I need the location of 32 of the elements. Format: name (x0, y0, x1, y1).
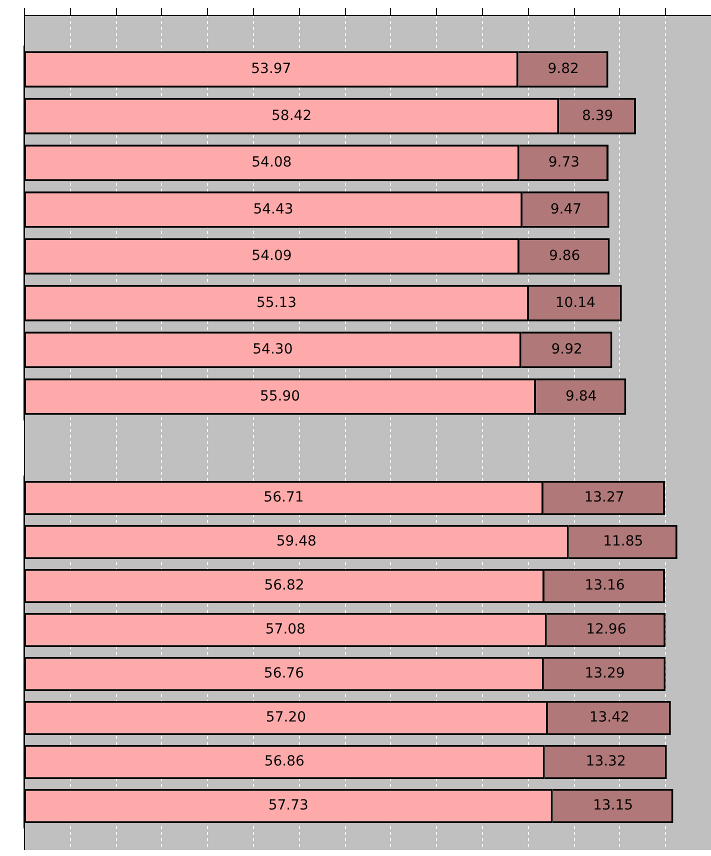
data-label: 9.92 (551, 342, 582, 358)
data-label: 54.43 (253, 201, 294, 218)
data-label: 9.86 (549, 248, 580, 264)
data-label: 9.73 (548, 154, 580, 171)
data-label: 53.97 (251, 61, 292, 78)
data-label: 8.39 (582, 108, 614, 124)
data-label: 13.29 (584, 666, 625, 682)
data-label: 12.96 (586, 622, 626, 638)
data-label: 13.42 (589, 710, 630, 726)
data-label: 57.20 (266, 710, 306, 726)
data-label: 56.71 (264, 490, 304, 506)
data-label: 58.42 (272, 108, 312, 124)
data-label: 13.15 (592, 798, 634, 814)
data-label: 13.32 (586, 754, 626, 770)
data-label: 9.84 (566, 388, 597, 404)
data-label: 54.09 (252, 248, 292, 264)
data-label: 11.85 (603, 534, 644, 550)
data-label: 59.48 (276, 534, 316, 550)
data-label: 54.08 (252, 154, 292, 171)
data-label: 9.82 (548, 61, 579, 78)
data-label: 10.14 (555, 294, 596, 311)
data-label: 55.13 (256, 294, 297, 311)
data-label: 57.08 (265, 622, 306, 638)
data-label: 13.16 (584, 578, 625, 594)
data-label: 57.73 (268, 798, 308, 814)
data-label: 56.82 (264, 578, 304, 594)
data-label: 54.30 (252, 342, 293, 358)
data-label: 13.27 (584, 490, 624, 506)
data-label: 55.90 (260, 388, 300, 404)
data-label: 56.76 (264, 666, 304, 682)
data-label: 56.86 (264, 754, 305, 770)
data-label: 9.47 (550, 201, 582, 218)
